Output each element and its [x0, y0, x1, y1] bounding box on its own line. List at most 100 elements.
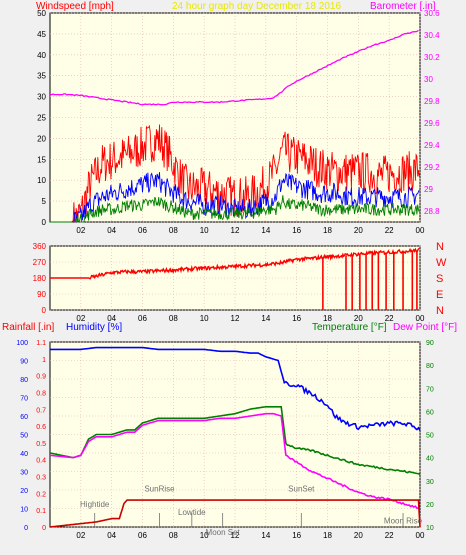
chart-1-x-tick: 22: [385, 314, 394, 323]
chart-0-y2-tick: 29.4: [424, 141, 440, 150]
chart-0-x-tick: 20: [354, 226, 363, 235]
chart-2-rain-tick: 1: [42, 357, 46, 364]
chart-0-y-tick: 40: [37, 51, 46, 60]
chart-1-y-tick: 270: [33, 258, 47, 267]
chart-2-x-tick: 00: [416, 531, 425, 540]
chart-0-y2-tick: 29.6: [424, 119, 440, 128]
chart-0-x-tick: 00: [416, 226, 425, 235]
chart-0-x-tick: 10: [200, 226, 209, 235]
chart-1-direction-label: N: [436, 241, 444, 253]
chart-1-direction-label: S: [436, 273, 443, 285]
chart-2-hum-tick: 0: [24, 525, 28, 532]
chart-1-x-tick: 14: [261, 314, 270, 323]
chart-0-x-tick: 08: [169, 226, 178, 235]
chart-2-event-label: Moon Set: [206, 528, 241, 537]
chart-0-y-tick: 10: [37, 176, 46, 185]
chart-2-x-tick: 10: [200, 531, 209, 540]
chart-2-x-tick: 14: [261, 531, 270, 540]
chart-2-series-2: [49, 412, 421, 509]
chart-1-plot-area: [49, 245, 421, 311]
chart-2-hum-tick: 100: [16, 340, 28, 347]
chart-0-y2-tick: 30.6: [424, 9, 440, 18]
chart-0-y-tick: 30: [37, 93, 46, 102]
chart-0-y2-tick: 29.8: [424, 97, 440, 106]
chart-2-series-3: [49, 499, 421, 528]
chart-0-x-tick: 02: [76, 226, 85, 235]
chart-1-direction-label: N: [436, 305, 444, 317]
chart-1-y-tick: 180: [33, 274, 47, 283]
chart-0-y2-tick: 29: [424, 185, 433, 194]
chart-0-y2-tick: 30: [424, 75, 433, 84]
chart-2-rain-tick: 0.1: [36, 508, 46, 515]
chart-1-x-tick: 12: [231, 314, 240, 323]
chart-0-x-tick: 06: [138, 226, 147, 235]
chart-2-temp-tick: 10: [426, 525, 434, 532]
chart-2-hum-tick: 80: [20, 377, 28, 384]
chart-2-rain-tick: 0.6: [36, 424, 46, 431]
chart-2-x-tick: 02: [76, 531, 85, 540]
chart-2-temp-tick: 70: [426, 386, 434, 393]
chart-0-y-tick: 0: [42, 218, 47, 227]
chart-0-y-tick: 35: [37, 72, 46, 81]
chart-0-y2label: Barometer [.in]: [370, 1, 436, 12]
chart-2-event-label: Moon Rise: [384, 517, 423, 526]
chart-2-temp-tick: 50: [426, 433, 434, 440]
chart-2-rain-tick: 0.9: [36, 374, 46, 381]
chart-0-x-tick: 04: [107, 226, 116, 235]
chart-1-x-tick: 06: [138, 314, 147, 323]
chart-2-temp-tick: 20: [426, 502, 434, 509]
chart-2-rain-tick: 0.7: [36, 407, 46, 414]
chart-0-series-1: [50, 172, 420, 223]
chart-1-y-tick: 90: [37, 290, 46, 299]
chart-2-event-label: SunSet: [288, 485, 315, 494]
chart-0-x-tick: 14: [261, 226, 270, 235]
chart-0-y-tick: 25: [37, 114, 46, 123]
chart-2-y2label-dewpoint: Dew Point [°F]: [393, 322, 457, 333]
chart-0-y2-tick: 30.2: [424, 53, 440, 62]
chart-2-ylabel-rain: Rainfall [.in]: [2, 322, 54, 333]
chart-2-x-tick: 08: [169, 531, 178, 540]
chart-1-x-tick: 16: [292, 314, 301, 323]
chart-0-x-tick: 22: [385, 226, 394, 235]
chart-1-y-tick: 360: [33, 242, 47, 251]
chart-2-series-1: [49, 405, 421, 476]
chart-0-ylabel: Windspeed [mph]: [36, 1, 114, 12]
chart-1-y-tick: 0: [42, 306, 47, 315]
chart-2-hum-tick: 90: [20, 359, 28, 366]
chart-2-x-tick: 20: [354, 531, 363, 540]
chart-2-hum-tick: 30: [20, 470, 28, 477]
chart-1-direction-label: W: [436, 257, 447, 269]
chart-2-hum-tick: 20: [20, 488, 28, 495]
chart-1-x-tick: 08: [169, 314, 178, 323]
chart-2-temp-tick: 30: [426, 479, 434, 486]
chart-1-x-tick: 00: [416, 314, 425, 323]
chart-2-event-label: SunRise: [144, 485, 175, 494]
chart-2-x-tick: 06: [138, 531, 147, 540]
chart-2-rain-tick: 1.1: [36, 340, 46, 347]
chart-0-x-tick: 16: [292, 226, 301, 235]
chart-2-event-label: Lowtide: [178, 508, 206, 517]
chart-2-event-label: Hightide: [80, 500, 110, 509]
chart-0-series-0: [50, 124, 420, 224]
chart-2-rain-tick: 0.2: [36, 491, 46, 498]
chart-2-hum-tick: 50: [20, 433, 28, 440]
chart-2-x-tick: 04: [107, 531, 116, 540]
chart-2-x-tick: 22: [385, 531, 394, 540]
chart-2-series-0: [50, 346, 421, 431]
chart-0-y-tick: 5: [42, 197, 47, 206]
chart-2-rain-tick: 0.3: [36, 475, 46, 482]
chart-2-x-tick: 16: [292, 531, 301, 540]
chart-1-direction-label: E: [436, 289, 443, 301]
chart-0-y2-tick: 29.2: [424, 163, 440, 172]
chart-0-series-2: [50, 195, 420, 223]
chart-0-y2-tick: 28.8: [424, 207, 440, 216]
chart-0-y-tick: 50: [37, 9, 46, 18]
chart-2-temp-tick: 60: [426, 409, 434, 416]
chart-2-x-tick: 12: [231, 531, 240, 540]
chart-0-series-3: [49, 29, 419, 106]
chart-1-x-tick: 10: [200, 314, 209, 323]
chart-0-y-tick: 20: [37, 134, 46, 143]
chart-1-x-tick: 04: [107, 314, 116, 323]
